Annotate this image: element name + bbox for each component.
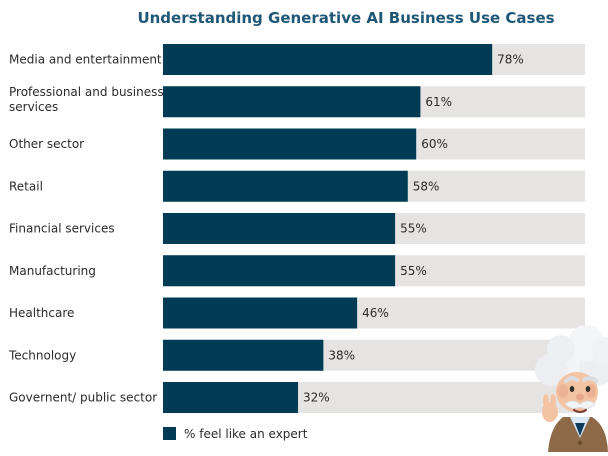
legend-swatch	[163, 427, 176, 440]
bar-value-label: 60%	[421, 137, 448, 151]
bar-value-label: 58%	[413, 179, 440, 193]
category-label: Governent/ public sector	[9, 391, 157, 405]
legend: % feel like an expert	[163, 427, 308, 441]
category-label: Healthcare	[9, 306, 74, 320]
bar-value	[163, 128, 417, 160]
chart-title: Understanding Generative AI Business Use…	[137, 9, 554, 27]
bar-value	[163, 44, 493, 75]
bar-value-label: 32%	[303, 391, 330, 405]
bar-value-label: 46%	[362, 306, 389, 320]
chart-rows: 78% Media and entertainment 61% Professiona…	[8, 44, 585, 413]
category-label: Technology	[8, 348, 76, 362]
bar-value-label: 38%	[328, 348, 355, 362]
bar-value	[163, 297, 358, 329]
category-label: Manufacturing	[9, 264, 96, 278]
category-label: Financial services	[9, 222, 115, 236]
bar-value-label: 55%	[400, 222, 427, 236]
einstein-mascot-icon	[535, 325, 608, 452]
legend-label: % feel like an expert	[184, 427, 308, 441]
bar-value-label: 78%	[497, 53, 524, 67]
category-label: Other sector	[9, 137, 84, 151]
bar-value	[163, 86, 421, 118]
category-label: Professional and business services	[9, 85, 164, 114]
bar-value	[163, 339, 324, 371]
bar-value	[163, 382, 299, 413]
category-label: Retail	[9, 179, 43, 193]
bar-value-label: 61%	[425, 95, 452, 109]
bar-value	[163, 170, 408, 202]
category-label: Media and entertainment	[9, 53, 162, 67]
bar-value-label: 55%	[400, 264, 427, 278]
bar-value	[163, 213, 396, 244]
bar-value	[163, 255, 396, 287]
